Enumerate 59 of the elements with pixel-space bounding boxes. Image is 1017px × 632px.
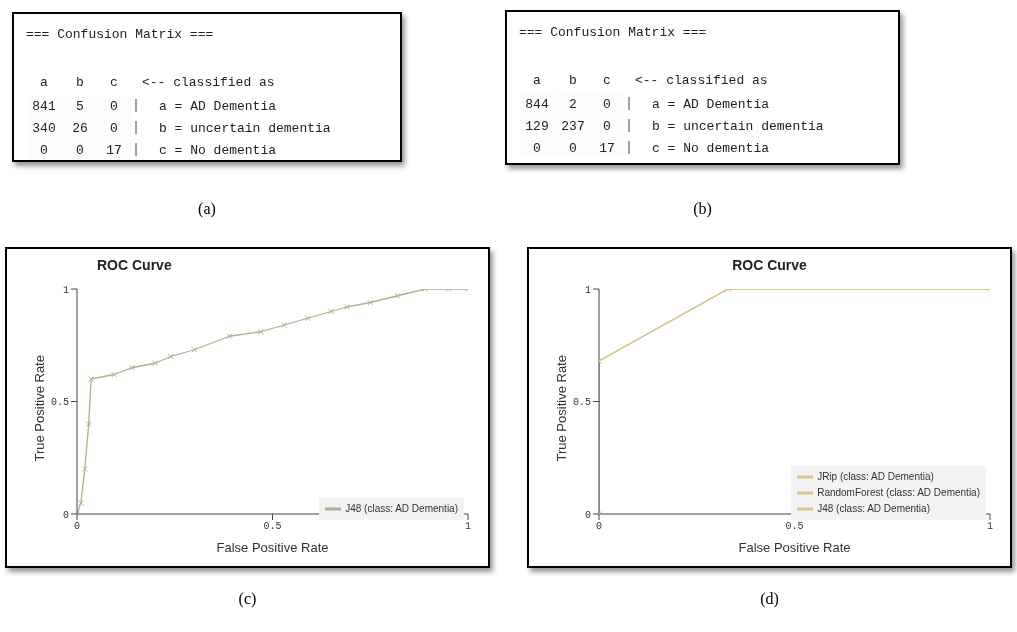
data-label: 0 [110, 99, 118, 114]
y-tick-label: c = No dementia [652, 141, 770, 156]
chart-title: ROC Curve [731, 257, 808, 273]
y-tick-label: c = No dementia [159, 143, 277, 158]
data-label: 17 [106, 143, 122, 158]
x-tick-label: b [569, 73, 577, 88]
x-axis-title: False Positive Rate [738, 540, 851, 555]
x-tick-label: b [76, 75, 84, 90]
data-label: 129 [525, 119, 549, 134]
x-tick-label: c [110, 75, 118, 90]
data-label: 26 [72, 121, 88, 136]
y-tick-label: 1 [584, 284, 591, 296]
data-label: 2 [569, 97, 577, 112]
y-tick-label: b = uncertain dementia [159, 121, 331, 136]
data-label: 0 [603, 119, 611, 134]
y-tick-label: a = AD Dementia [652, 97, 770, 112]
y-axis-title: True Positive Rate [553, 355, 569, 462]
x-tick-label: 0 [595, 521, 603, 533]
x-tick-label: c [603, 73, 611, 88]
data-label: 0 [110, 121, 118, 136]
chart-title: ROC Curve [97, 257, 172, 273]
data-label: 5 [76, 99, 84, 114]
text: (a) [197, 200, 217, 218]
y-tick-label: 0.5 [50, 397, 69, 409]
data-label: 0 [40, 143, 48, 158]
x-tick-label: 0.5 [785, 521, 804, 533]
x-axis-title: <-- classified as [142, 75, 275, 90]
chart-title: === Confusion Matrix === [519, 25, 707, 40]
text: (b) [692, 200, 713, 218]
data-label: 0 [569, 141, 577, 156]
y-tick-label: b = uncertain dementia [652, 119, 824, 134]
legend-label: RandomForest (class: AD Dementia) [817, 487, 980, 498]
data-label: 237 [561, 119, 585, 134]
data-label: 0 [603, 97, 611, 112]
data-label: 844 [525, 97, 549, 112]
data-label: 340 [32, 121, 56, 136]
x-tick-label: 0 [73, 521, 81, 533]
data-label: 0 [76, 143, 84, 158]
text: (c) [237, 590, 258, 608]
chart-title: === Confusion Matrix === [26, 27, 214, 42]
x-axis-title: False Positive Rate [216, 540, 329, 555]
data-label: 841 [32, 99, 56, 114]
data-label: 17 [599, 141, 615, 156]
y-axis-title: True Positive Rate [31, 355, 47, 462]
data-label: 0 [533, 141, 541, 156]
x-tick-label: a [533, 73, 542, 88]
y-tick-label: a = AD Dementia [159, 99, 277, 114]
y-tick-label: 0 [62, 509, 69, 521]
x-axis-title: <-- classified as [635, 73, 768, 88]
y-tick-label: 0 [584, 509, 591, 521]
x-tick-label: 1 [986, 521, 994, 533]
legend-label: J48 (class: AD Dementia) [817, 503, 930, 514]
text: (d) [759, 590, 780, 608]
x-tick-label: a [40, 75, 49, 90]
y-tick-label: 0.5 [572, 397, 591, 409]
x-tick-label: 1 [464, 521, 472, 533]
y-tick-label: 1 [62, 284, 69, 296]
legend-label: JRip (class: AD Dementia) [817, 471, 934, 482]
legend-label: J48 (class: AD Dementia) [345, 503, 458, 514]
